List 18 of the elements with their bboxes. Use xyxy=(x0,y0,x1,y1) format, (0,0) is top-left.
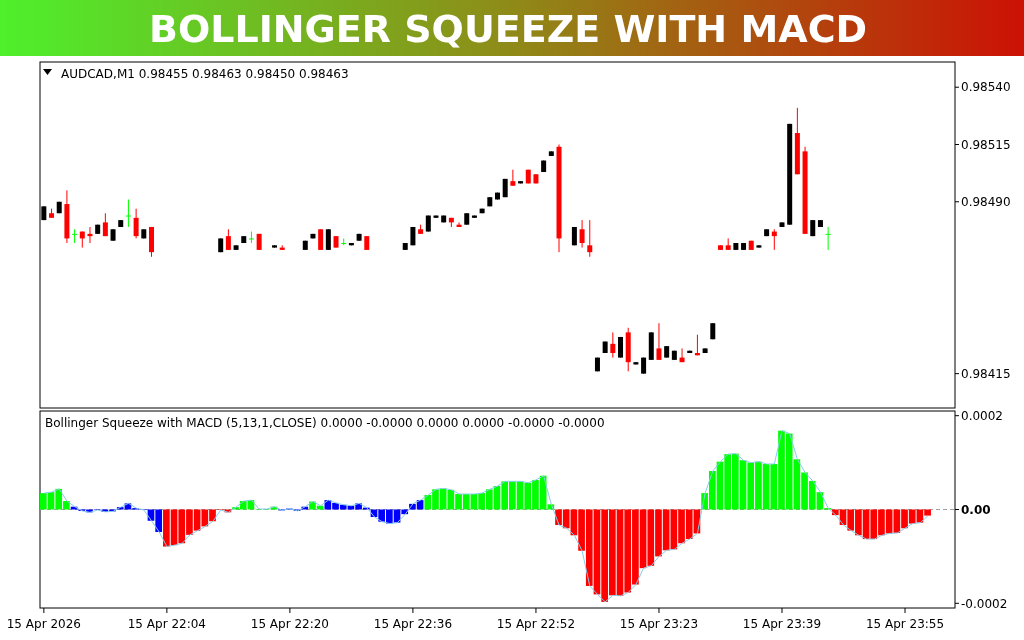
x-tick-label: 15 Apr 23:39 xyxy=(742,617,822,631)
x-tick-label: 15 Apr 23:23 xyxy=(619,617,699,631)
y-tick-label: 0.98415 xyxy=(961,366,1011,381)
y-tick-label: -0.0002 xyxy=(961,596,1008,611)
x-tick-label: 15 Apr 23:55 xyxy=(865,617,945,631)
x-tick-label: 15 Apr 22:36 xyxy=(373,617,453,631)
x-tick-label: 15 Apr 22:52 xyxy=(496,617,576,631)
y-tick-label: 0.0002 xyxy=(961,408,1003,423)
x-tick-label: 15 Apr 2026 xyxy=(6,617,81,631)
y-tick-label: 0.98490 xyxy=(961,194,1011,209)
y-tick-label: 0.00 xyxy=(961,502,991,517)
x-tick-label: 15 Apr 22:20 xyxy=(250,617,330,631)
y-tick-label: 0.98515 xyxy=(961,137,1011,152)
x-tick-label: 15 Apr 22:04 xyxy=(127,617,206,631)
y-tick-label: 0.98540 xyxy=(961,80,1011,95)
chart-title: AUDCAD,M1 0.98455 0.98463 0.98450 0.98463 xyxy=(61,67,349,81)
text: Bollinger Squeeze with MACD (5,13,1,CLOSE) 0.0000 -0.0000 0.0000 0.0000 -0.0000 -0.0000 xyxy=(45,416,605,430)
text: BOLLINGER SQUEEZE WITH MACD xyxy=(148,7,868,51)
